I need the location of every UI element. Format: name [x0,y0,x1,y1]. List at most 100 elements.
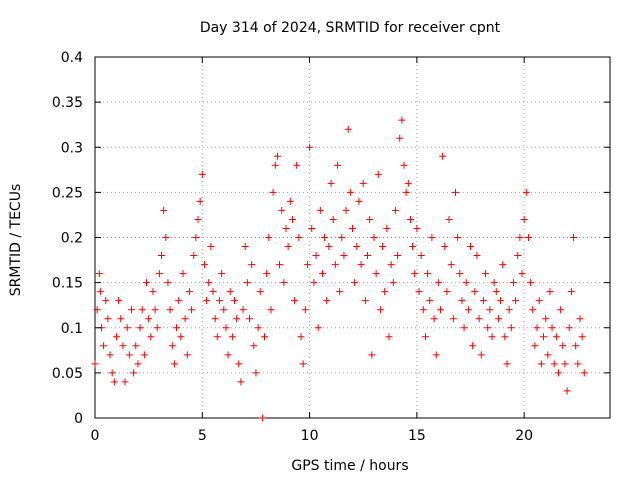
data-point [194,215,202,223]
data-point [185,288,193,296]
x-tick-label: 10 [301,428,319,444]
data-point [443,288,451,296]
x-tick-label: 20 [515,428,533,444]
data-point [121,378,129,386]
data-point [190,252,198,260]
data-point [134,360,142,368]
grid [95,57,610,418]
data-point [209,288,217,296]
data-point [179,270,187,278]
y-tick-label: 0.15 [52,276,83,292]
y-tick-label: 0.4 [61,50,83,66]
data-point [246,315,253,323]
data-point [514,252,522,260]
data-point [542,315,550,323]
data-point [226,288,234,296]
data-point [323,297,331,305]
data-point [299,360,307,368]
data-point [237,378,245,386]
data-point [402,188,410,196]
data-point [366,215,374,223]
data-point [400,161,408,169]
data-point [336,288,344,296]
data-point [357,261,365,269]
data-point [213,333,221,341]
data-point [314,324,322,332]
data-point [544,351,552,359]
data-point [130,369,138,377]
data-point [168,342,176,350]
data-point [155,270,163,278]
data-point [464,306,472,314]
data-point [475,315,483,323]
data-point [524,234,532,241]
data-point [477,351,485,359]
data-point [376,306,384,314]
data-point [340,252,348,260]
data-point [372,270,380,278]
data-point [522,188,530,196]
data-point [449,315,457,323]
data-point [93,306,101,314]
data-point [379,243,387,251]
data-point [501,333,509,341]
data-point [406,215,414,223]
data-point [115,297,123,305]
y-axis-title: SRMTID / TECUs [8,184,24,297]
data-point [273,152,281,160]
y-tick-label: 0.25 [52,185,83,201]
data-point [254,324,262,332]
data-point [505,306,513,314]
x-tick-label: 5 [198,428,207,444]
data-point [102,297,110,305]
data-point [288,215,296,223]
data-point [452,188,459,196]
data-point [203,297,211,305]
data-point [518,270,526,278]
data-point [346,188,354,196]
data-point [177,333,185,341]
data-point [224,351,232,359]
data-point [164,279,172,287]
data-point [359,179,367,187]
data-point [539,333,547,341]
data-point [205,279,213,287]
data-point [132,342,140,350]
data-point [162,234,170,241]
data-point [387,261,395,269]
data-point [243,279,251,287]
data-point [398,116,406,124]
data-point [310,279,318,287]
data-point [200,261,208,269]
data-point [411,270,419,278]
data-point [550,360,558,368]
data-point [516,234,524,241]
data-point [308,224,316,232]
y-tick-label: 0.3 [61,140,83,156]
data-point [494,315,502,323]
data-point [572,342,580,350]
data-point [147,333,155,341]
data-point [499,261,507,269]
data-point [394,252,402,260]
data-point [567,288,575,296]
data-point [512,297,520,305]
data-point [278,206,286,214]
data-point [96,288,104,296]
data-point [295,234,303,241]
data-point [436,306,444,314]
data-point [265,234,273,241]
data-point [467,243,475,251]
data-point [297,333,305,341]
data-point [385,333,393,341]
data-point [349,224,356,232]
y-tick-label: 0.2 [61,231,83,247]
data-point [434,279,442,287]
data-point [151,306,159,314]
data-point [454,234,462,241]
data-point [145,315,153,323]
data-point [127,306,135,314]
data-point [316,206,324,214]
data-point [271,161,279,169]
data-point [548,324,556,332]
